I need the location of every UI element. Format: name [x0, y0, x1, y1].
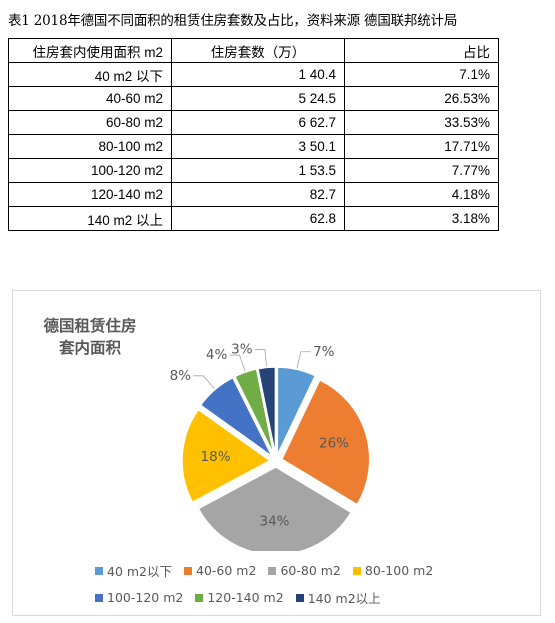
cell-area: 120-140 m2 — [8, 182, 172, 207]
table-row: 100-120 m2 1 53.5 7.77% — [8, 158, 499, 183]
chart-legend: 40 m2以下 40-60 m2 60-80 m2 80-100 m2 100-… — [95, 557, 475, 611]
chart-title-line: 德国租赁住房 — [43, 317, 137, 335]
pie-chart: 7% 26% 34% 18% 8% 4% 3% — [170, 342, 371, 551]
legend-label: 80-100 m2 — [364, 563, 434, 578]
cell-area: 100-120 m2 — [8, 158, 172, 183]
pie-slice — [257, 366, 277, 456]
legend-item: 40-60 m2 — [184, 563, 256, 578]
pie-slice — [197, 466, 353, 551]
cell-share: 17.71% — [344, 134, 499, 159]
legend-item: 100-120 m2 — [95, 590, 183, 605]
pie-slice — [233, 368, 275, 456]
legend-label: 40-60 m2 — [196, 563, 257, 578]
legend-swatch — [195, 593, 204, 602]
cell-share: 33.53% — [344, 110, 499, 135]
legend-swatch — [268, 566, 277, 575]
cell-area: 40-60 m2 — [8, 86, 172, 111]
cell-units: 62.8 — [171, 206, 345, 231]
data-label: 8% — [170, 368, 192, 384]
pie-slice — [276, 366, 317, 456]
cell-units: 6 62.7 — [171, 110, 345, 135]
leader-line — [254, 349, 267, 367]
legend-swatch — [295, 593, 304, 602]
pie-slice — [181, 408, 272, 504]
cell-units: 1 53.5 — [171, 158, 345, 183]
table-row: 120-140 m2 82.7 4.18% — [8, 182, 499, 207]
chart-title: 德国租赁住房 套内面积 — [35, 315, 145, 359]
cell-area: 140 m2 以上 — [8, 206, 172, 231]
legend-item: 80-100 m2 — [352, 563, 434, 578]
data-label: 4% — [206, 347, 228, 363]
header-units: 住房套数（万） — [171, 38, 345, 63]
pie-slice — [199, 376, 273, 458]
cell-share: 3.18% — [344, 206, 499, 231]
legend-swatch — [352, 566, 361, 575]
legend-item: 40 m2以下 — [95, 561, 172, 580]
chart-title-line: 套内面积 — [58, 339, 121, 357]
data-label: 34% — [259, 514, 289, 530]
table-row: 80-100 m2 3 50.1 17.71% — [8, 134, 499, 159]
rental-housing-table: 住房套内使用面积 m2 住房套数（万） 占比 40 m2 以下 1 40.4 7… — [8, 38, 499, 231]
data-label: 7% — [313, 344, 335, 360]
pie-slice — [280, 378, 371, 506]
table-caption: 表1 2018年德国不同面积的租赁住房套数及占比，资料来源 德国联邦统计局 — [8, 13, 458, 29]
cell-units: 5 24.5 — [171, 86, 345, 111]
cell-share: 7.77% — [344, 158, 499, 183]
legend-row: 40 m2以下 40-60 m2 60-80 m2 80-100 m2 — [95, 557, 475, 584]
header-share: 占比 — [344, 38, 499, 63]
table-header-row: 住房套内使用面积 m2 住房套数（万） 占比 — [8, 38, 499, 63]
legend-label: 40 m2以下 — [107, 564, 173, 579]
leader-line — [193, 375, 215, 390]
legend-label: 120-140 m2 — [207, 590, 284, 605]
legend-item: 60-80 m2 — [268, 563, 341, 578]
cell-units: 1 40.4 — [171, 62, 345, 87]
legend-swatch — [95, 566, 103, 575]
legend-label: 100-120 m2 — [107, 590, 184, 605]
legend-swatch — [184, 566, 193, 575]
cell-area: 80-100 m2 — [8, 134, 172, 159]
legend-swatch — [95, 593, 103, 602]
cell-share: 7.1% — [344, 62, 499, 87]
header-area: 住房套内使用面积 m2 — [8, 38, 172, 63]
table-row: 140 m2 以上 62.8 3.18% — [8, 206, 499, 231]
leader-line — [296, 351, 311, 369]
cell-units: 3 50.1 — [171, 134, 345, 159]
pie-chart-frame: 德国租赁住房 套内面积 7% 26% 34% 18% 8% 4% 3% 40 m2以下 40… — [12, 290, 541, 616]
legend-label: 140 m2以上 — [307, 591, 381, 606]
cell-units: 82.7 — [171, 182, 345, 207]
data-label: 26% — [319, 436, 349, 452]
legend-item: 140 m2以上 — [295, 588, 381, 607]
legend-row: 100-120 m2 120-140 m2 140 m2以上 — [95, 584, 475, 611]
cell-area: 60-80 m2 — [8, 110, 172, 135]
cell-share: 26.53% — [344, 86, 499, 111]
cell-share: 4.18% — [344, 182, 499, 207]
legend-label: 60-80 m2 — [280, 563, 341, 578]
leader-line — [229, 354, 246, 372]
legend-item: 120-140 m2 — [195, 590, 284, 605]
data-label: 3% — [231, 342, 253, 358]
table-row: 40 m2 以下 1 40.4 7.1% — [8, 62, 499, 87]
table-row: 40-60 m2 5 24.5 26.53% — [8, 86, 499, 111]
data-label: 18% — [201, 449, 231, 465]
cell-area: 40 m2 以下 — [8, 62, 172, 87]
table-row: 60-80 m2 6 62.7 33.53% — [8, 110, 499, 135]
